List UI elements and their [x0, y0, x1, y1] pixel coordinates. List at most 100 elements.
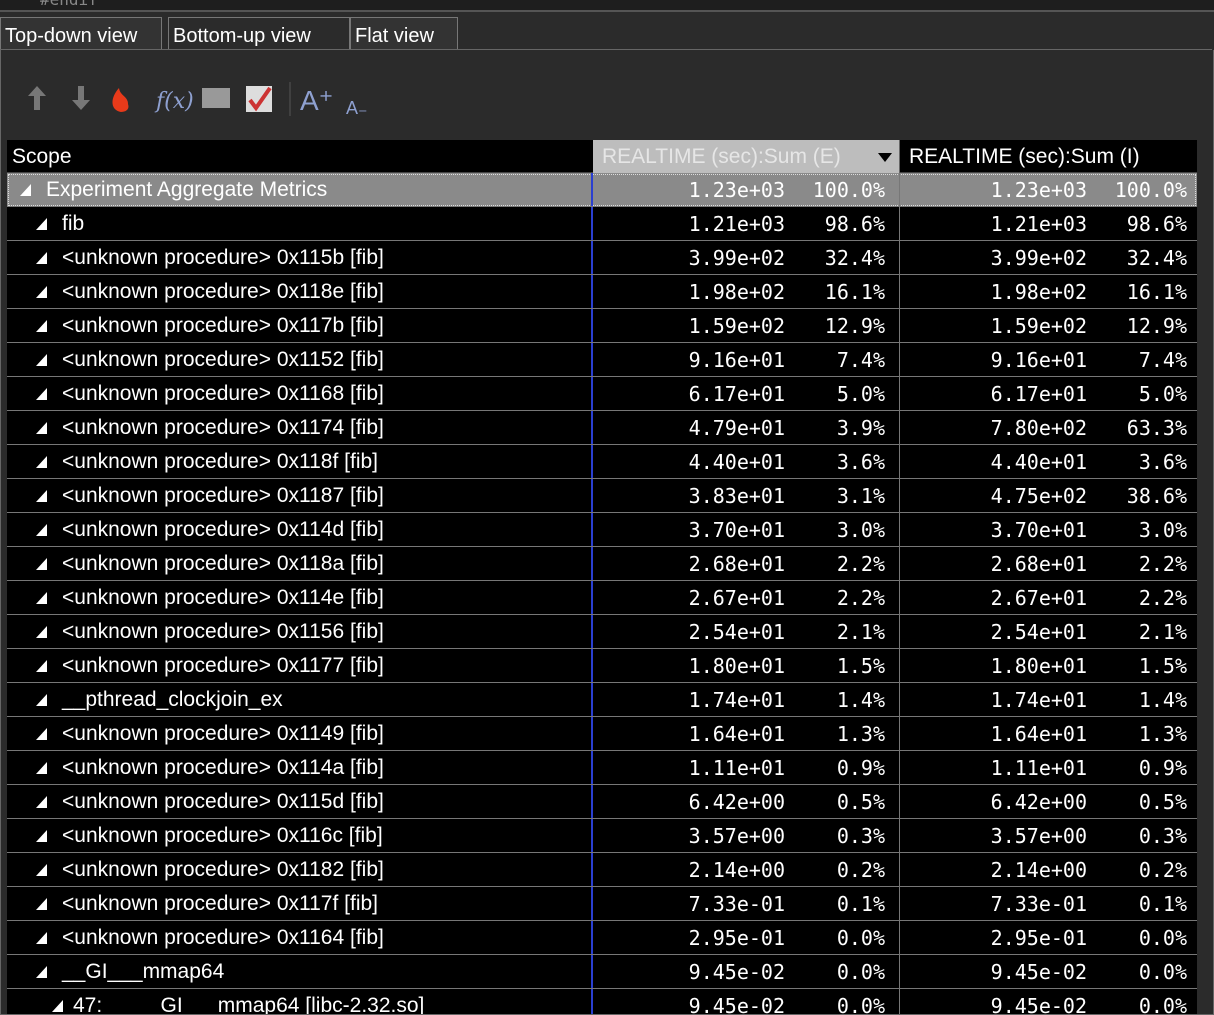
table-row[interactable]: <unknown procedure> 0x1152 [fib] 9.16e+01… [7, 343, 1197, 377]
table-row[interactable]: <unknown procedure> 0x1187 [fib] 3.83e+01… [7, 479, 1197, 513]
expand-toggle[interactable] [35, 217, 49, 231]
tab[interactable]: Top-down view [0, 17, 162, 49]
metric-cell: 5.0% [1138, 382, 1187, 406]
expand-toggle[interactable] [35, 421, 49, 435]
scope-cell: Experiment Aggregate Metrics [46, 173, 593, 206]
expand-toggle[interactable] [35, 523, 49, 537]
expand-toggle[interactable] [35, 285, 49, 299]
expand-toggle[interactable] [35, 863, 49, 877]
metric-cell: 9.45e-02 [688, 960, 785, 984]
inclusive-header[interactable]: REALTIME (sec):Sum (I) [899, 140, 1197, 173]
table-row[interactable]: <unknown procedure> 0x114e [fib] 2.67e+01… [7, 581, 1197, 615]
metric-cell: 3.6% [836, 450, 885, 474]
metric-cell: 5.0% [836, 382, 885, 406]
tab[interactable]: Bottom-up view [168, 17, 350, 49]
metric-cell: 1.74e+01 [899, 683, 1091, 716]
expand-toggle[interactable] [35, 489, 49, 503]
scope-header[interactable]: Scope [12, 145, 72, 168]
scope-cell: <unknown procedure> 0x114e [fib] [62, 581, 593, 614]
expand-toggle[interactable] [35, 897, 49, 911]
table-row[interactable]: <unknown procedure> 0x114d [fib] 3.70e+01… [7, 513, 1197, 547]
exclusive-header[interactable]: REALTIME (sec):Sum (E) [593, 140, 899, 173]
metric-cell: 0.2% [836, 858, 885, 882]
csv-button[interactable] [202, 88, 230, 108]
table-row[interactable]: <unknown procedure> 0x118a [fib] 2.68e+01… [7, 547, 1197, 581]
scope-cell: <unknown procedure> 0x1164 [fib] [62, 921, 593, 954]
metric-cell: 2.67e+01 [688, 586, 785, 610]
expand-toggle[interactable] [35, 251, 49, 265]
expand-toggle[interactable] [35, 557, 49, 571]
scope-cell: <unknown procedure> 0x1156 [fib] [62, 615, 593, 648]
scope-cell: <unknown procedure> 0x1174 [fib] [62, 411, 593, 444]
metric-cell: 4.75e+02 [899, 479, 1091, 512]
expand-toggle[interactable] [35, 625, 49, 639]
table-row[interactable]: 47: __GI___mmap64 [libc-2.32.so] 9.45e-02… [7, 989, 1197, 1014]
expand-toggle[interactable] [35, 829, 49, 843]
table-row[interactable]: <unknown procedure> 0x117b [fib] 1.59e+02… [7, 309, 1197, 343]
metric-cell: 7.4% [1138, 348, 1187, 372]
metric-cell: 3.57e+00 [688, 824, 785, 848]
font-down-button[interactable]: A₋ [346, 98, 368, 118]
sort-arrow [878, 153, 892, 162]
expand-toggle[interactable] [35, 693, 49, 707]
formula-button[interactable]: f(x) [154, 89, 194, 114]
expand-toggle[interactable] [35, 455, 49, 469]
table-row[interactable]: <unknown procedure> 0x117f [fib] 7.33e-01… [7, 887, 1197, 921]
expand-toggle[interactable] [35, 659, 49, 673]
up-button[interactable] [28, 86, 46, 110]
metric-cell: 1.80e+01 [688, 654, 785, 678]
metric-cell: 9.45e-02 [688, 994, 785, 1014]
metric-cell: 4.79e+01 [688, 416, 785, 440]
metric-cell: 2.95e-01 [899, 921, 1091, 954]
expand-toggle[interactable] [35, 353, 49, 367]
scope-cell: fib [62, 207, 593, 240]
expand-toggle[interactable] [35, 319, 49, 333]
expand-toggle[interactable] [35, 761, 49, 775]
table-row[interactable]: <unknown procedure> 0x118f [fib] 4.40e+01… [7, 445, 1197, 479]
font-up-button[interactable]: A⁺ [300, 85, 333, 116]
table-row[interactable]: <unknown procedure> 0x1174 [fib] 4.79e+01… [7, 411, 1197, 445]
metric-cell: 1.64e+01 [899, 717, 1091, 750]
table-row[interactable]: <unknown procedure> 0x115d [fib] 6.42e+00… [7, 785, 1197, 819]
table-row[interactable]: <unknown procedure> 0x1164 [fib] 2.95e-01… [7, 921, 1197, 955]
expand-toggle[interactable] [51, 999, 65, 1013]
table-row[interactable]: __pthread_clockjoin_ex 1.74e+01 1.4% 1.74e+… [7, 683, 1197, 717]
table-row[interactable]: <unknown procedure> 0x1156 [fib] 2.54e+01… [7, 615, 1197, 649]
tab[interactable]: Flat view [350, 17, 458, 49]
table-row[interactable]: <unknown procedure> 0x118e [fib] 1.98e+02… [7, 275, 1197, 309]
expand-toggle[interactable] [35, 965, 49, 979]
metric-cell: 0.0% [1138, 994, 1187, 1014]
metric-cell: 2.2% [1138, 586, 1187, 610]
down-button[interactable] [72, 86, 90, 110]
metric-cell: 2.1% [836, 620, 885, 644]
metric-cell: 63.3% [1126, 416, 1187, 440]
table-row[interactable]: <unknown procedure> 0x116c [fib] 3.57e+00… [7, 819, 1197, 853]
table-row[interactable]: fib 1.21e+03 98.6% 1.21e+03 98.6% [7, 207, 1197, 241]
table-row[interactable]: <unknown procedure> 0x1182 [fib] 2.14e+00… [7, 853, 1197, 887]
table-row[interactable]: <unknown procedure> 0x1168 [fib] 6.17e+01… [7, 377, 1197, 411]
table-row[interactable]: Experiment Aggregate Metrics 1.23e+03 100.… [7, 173, 1197, 207]
hot-path-button[interactable] [112, 88, 129, 112]
table-row[interactable]: __GI___mmap64 9.45e-02 0.0% 9.45e-02 0.0% [7, 955, 1197, 989]
metric-cell: 7.80e+02 [899, 411, 1091, 444]
metrics-table: Scope REALTIME (sec):Sum (E) REALTIME (sec… [7, 140, 1197, 1014]
metric-cell: 2.2% [836, 586, 885, 610]
table-row[interactable]: <unknown procedure> 0x115b [fib] 3.99e+02… [7, 241, 1197, 275]
table-row[interactable]: <unknown procedure> 0x1149 [fib] 1.64e+01… [7, 717, 1197, 751]
expand-toggle[interactable] [19, 183, 33, 197]
metric-cell: 0.3% [1138, 824, 1187, 848]
scope-cell: <unknown procedure> 0x1187 [fib] [62, 479, 593, 512]
expand-toggle[interactable] [35, 727, 49, 741]
table-row[interactable]: <unknown procedure> 0x1177 [fib] 1.80e+01… [7, 649, 1197, 683]
metric-cell: 1.5% [1138, 654, 1187, 678]
expand-toggle[interactable] [35, 931, 49, 945]
expand-toggle[interactable] [35, 591, 49, 605]
metric-cell: 2.95e-01 [688, 926, 785, 950]
metric-cell: 16.1% [824, 280, 885, 304]
metric-cell: 3.0% [1138, 518, 1187, 542]
table-row[interactable]: <unknown procedure> 0x114a [fib] 1.11e+01… [7, 751, 1197, 785]
scope-cell: __GI___mmap64 [62, 955, 593, 988]
expand-toggle[interactable] [35, 795, 49, 809]
expand-toggle[interactable] [35, 387, 49, 401]
metric-cell: 0.9% [1138, 756, 1187, 780]
